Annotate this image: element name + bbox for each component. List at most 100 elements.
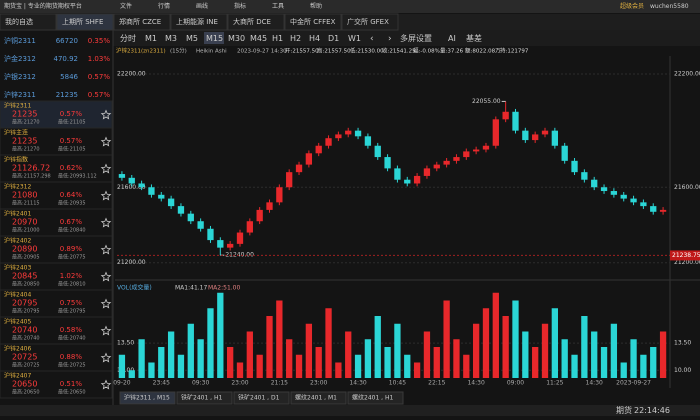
watch-row[interactable] bbox=[0, 370, 113, 399]
tab-label[interactable]: 广交所 GFEX bbox=[347, 17, 389, 26]
timeframe[interactable]: H2 bbox=[290, 34, 301, 43]
toolbar-button[interactable]: 基差 bbox=[466, 33, 482, 43]
star-icon[interactable] bbox=[100, 352, 112, 363]
tab[interactable] bbox=[170, 13, 228, 31]
tab-label[interactable]: 大商所 DCE bbox=[233, 17, 271, 26]
bottom-tab-label[interactable]: 螺纹2401 , H1 bbox=[352, 394, 394, 402]
tab[interactable] bbox=[227, 13, 285, 31]
volume-bar bbox=[453, 339, 460, 378]
watch-name[interactable]: 沪银2312 bbox=[4, 72, 36, 81]
info-field: 低:21530.00 bbox=[350, 47, 384, 55]
y-tick-label-left: 21200.00 bbox=[117, 259, 146, 266]
star-icon[interactable] bbox=[100, 190, 112, 201]
bottom-tab-label[interactable]: 铁矿2401 , D1 bbox=[238, 394, 280, 402]
volume-bar bbox=[305, 323, 313, 378]
star-icon[interactable] bbox=[100, 271, 112, 282]
user[interactable]: wuchen5580 bbox=[650, 3, 689, 10]
star-icon[interactable] bbox=[100, 217, 112, 228]
watch-change: 0.64% bbox=[60, 191, 83, 199]
toolbar-button[interactable]: 多屏设置 bbox=[400, 33, 432, 43]
nav-next[interactable]: › bbox=[388, 34, 392, 44]
timeframe[interactable]: D1 bbox=[328, 34, 339, 43]
timeframe[interactable]: M30 bbox=[228, 34, 245, 43]
watch-name[interactable]: 沪铜2311 bbox=[4, 36, 36, 45]
tab-label[interactable]: 我的自选 bbox=[5, 17, 33, 26]
tab[interactable] bbox=[113, 13, 171, 31]
watch-low: 最低:20775 bbox=[58, 254, 86, 261]
menu-item[interactable]: 工具 bbox=[272, 3, 284, 10]
watch-high: 最高:21157.298 bbox=[12, 173, 51, 180]
star-icon[interactable] bbox=[100, 163, 112, 174]
candle-body bbox=[650, 206, 657, 212]
volume-bar bbox=[571, 354, 578, 378]
volume-bar bbox=[374, 316, 381, 378]
info-field: 幅:-0.08% bbox=[413, 47, 440, 55]
member[interactable]: 超级会员 bbox=[620, 2, 644, 10]
star-icon[interactable] bbox=[100, 325, 112, 336]
volume-bar bbox=[256, 354, 263, 378]
watch-name[interactable]: 沪金2312 bbox=[4, 54, 36, 63]
menu-item[interactable]: 文件 bbox=[120, 2, 132, 10]
candle-body bbox=[364, 136, 372, 146]
timeframe[interactable]: W1 bbox=[348, 34, 361, 43]
volume-bar bbox=[591, 331, 598, 378]
watch-change: 0.88% bbox=[60, 353, 83, 361]
x-tick-label: 22:15 bbox=[428, 380, 445, 387]
bottom-tab[interactable] bbox=[290, 391, 347, 405]
timeframe[interactable]: M45 bbox=[250, 34, 267, 43]
tab-label[interactable]: 中金所 CFFEX bbox=[290, 17, 336, 26]
menu-item[interactable]: 帮助 bbox=[310, 2, 322, 10]
tab[interactable] bbox=[284, 13, 342, 31]
tab-label[interactable]: 上期能源 INE bbox=[176, 17, 218, 26]
timeframe[interactable]: M1 bbox=[145, 34, 157, 43]
y-tick-label: 21200.00 bbox=[674, 259, 700, 266]
menu-item[interactable]: 行情 bbox=[158, 2, 170, 10]
watch-change: 0.89% bbox=[60, 245, 83, 253]
watch-low: 最低:20795 bbox=[58, 308, 86, 315]
star-icon[interactable] bbox=[100, 244, 112, 255]
toolbar-button[interactable]: AI bbox=[448, 34, 456, 43]
volume-bar bbox=[236, 362, 244, 378]
timeframe[interactable]: M5 bbox=[186, 34, 198, 43]
candle-body bbox=[128, 177, 135, 184]
info-field: 持:121797 bbox=[500, 47, 529, 55]
timeframe[interactable]: 分时 bbox=[120, 33, 136, 43]
bottom-tab[interactable] bbox=[176, 391, 233, 405]
volume-bar bbox=[177, 354, 185, 378]
tab[interactable] bbox=[0, 13, 57, 31]
bottom-tab[interactable] bbox=[233, 391, 290, 405]
watch-change: 1.03% bbox=[88, 55, 111, 63]
candle-body bbox=[659, 209, 667, 212]
volume-bar bbox=[315, 347, 322, 378]
watch-name: 沪锌2403 bbox=[4, 264, 31, 272]
bottom-tab[interactable] bbox=[347, 391, 404, 405]
star-icon[interactable] bbox=[100, 109, 112, 120]
star-icon[interactable] bbox=[100, 298, 112, 309]
menu-item[interactable]: 画线 bbox=[196, 2, 208, 10]
status-time: 22:14:46 bbox=[634, 406, 670, 415]
nav-prev[interactable]: ‹ bbox=[370, 34, 374, 44]
star-icon[interactable] bbox=[100, 136, 112, 147]
tab[interactable] bbox=[56, 13, 114, 31]
timeframe[interactable]: M15 bbox=[206, 34, 223, 43]
bottom-tab-label[interactable]: 铁矿2401 , H1 bbox=[181, 394, 223, 402]
bottom-tab-label[interactable]: 沪锌2311 , M15 bbox=[124, 394, 170, 402]
bottom-tab-label[interactable]: 螺纹2401 , M1 bbox=[295, 394, 337, 402]
timeframe[interactable]: H1 bbox=[272, 34, 283, 43]
watch-high: 最高:20740 bbox=[12, 335, 40, 342]
tab[interactable] bbox=[341, 13, 399, 31]
volume-bar bbox=[187, 323, 194, 378]
menu-item[interactable]: 指标 bbox=[234, 2, 246, 10]
volume-bar bbox=[335, 362, 342, 378]
watch-row[interactable] bbox=[0, 100, 113, 129]
timeframe[interactable]: M3 bbox=[165, 34, 177, 43]
candle-body bbox=[541, 130, 549, 135]
tab-label[interactable]: 上期所 SHFE bbox=[62, 17, 103, 26]
bottom-tab[interactable] bbox=[119, 391, 176, 405]
timeframe[interactable]: H4 bbox=[309, 34, 320, 43]
tab-label[interactable]: 郑商所 CZCE bbox=[119, 17, 161, 26]
star-icon[interactable] bbox=[100, 379, 112, 390]
watch-name[interactable]: 沪锌2311 bbox=[4, 90, 36, 99]
candle-body bbox=[256, 209, 263, 222]
